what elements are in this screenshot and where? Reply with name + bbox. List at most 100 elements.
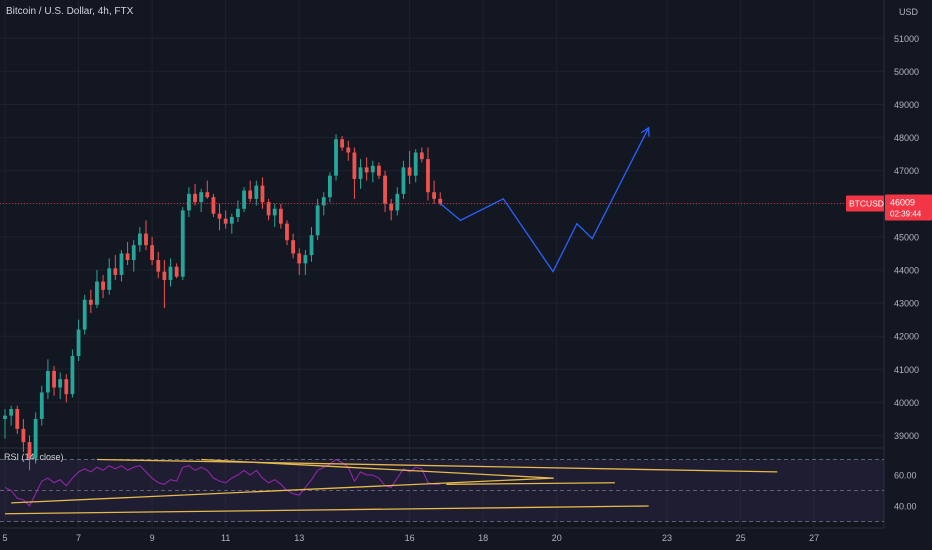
candle-body <box>389 203 394 211</box>
candle-body <box>186 193 191 211</box>
candle-body <box>174 266 179 277</box>
candle-up <box>236 200 240 223</box>
candle-up <box>58 372 63 400</box>
candle-body <box>229 217 234 224</box>
candle-body <box>395 193 400 211</box>
candle-body <box>254 185 259 199</box>
candle-down <box>88 289 93 314</box>
candle-down <box>438 192 443 206</box>
time-axis-tick: 9 <box>150 533 155 543</box>
candle-down <box>377 162 381 179</box>
candle-up <box>413 149 418 183</box>
candle-body <box>334 139 338 176</box>
time-axis-tick: 18 <box>478 533 488 543</box>
candle-down <box>297 248 302 275</box>
candle-body <box>370 165 375 173</box>
candle-body <box>327 175 332 198</box>
candle-body <box>39 392 44 419</box>
symbol-badge <box>846 195 884 212</box>
price-axis-tick: 44000 <box>894 266 919 276</box>
candle-body <box>346 147 351 153</box>
candle-up <box>229 213 234 234</box>
candle-up <box>272 203 277 227</box>
projection-line <box>439 127 650 273</box>
candle-body <box>64 379 69 395</box>
price-axis-tick: 41000 <box>894 365 919 375</box>
price-axis[interactable]: 3900040000410004200043000440004500046000… <box>846 0 932 550</box>
candle-down <box>156 251 161 279</box>
candle-body <box>223 218 228 224</box>
candle-up <box>137 226 142 252</box>
candle-up <box>46 359 50 400</box>
projection-path <box>439 126 650 273</box>
candle-body <box>131 245 136 261</box>
candle-up <box>82 294 87 335</box>
candle-up <box>303 250 308 275</box>
candle-body <box>272 208 277 216</box>
candle-up <box>131 240 136 272</box>
candle-down <box>193 183 197 206</box>
candle-body <box>438 198 443 204</box>
candle-body <box>242 190 246 209</box>
candle-down <box>383 170 387 213</box>
candle-down <box>21 418 26 453</box>
candle-up <box>358 159 363 189</box>
price-badge-value: 46009 <box>890 198 915 208</box>
candle-down <box>278 203 283 229</box>
candle-body <box>144 233 148 246</box>
candle-up <box>334 134 338 181</box>
candle-body <box>352 152 357 179</box>
candle-body <box>193 193 197 203</box>
candle-body <box>401 167 406 194</box>
time-axis-tick: 16 <box>405 533 415 543</box>
candle-up <box>254 180 259 206</box>
time-axis-tick: 11 <box>221 533 230 543</box>
candle-up <box>9 405 14 426</box>
candle-body <box>419 152 424 160</box>
candle-body <box>297 253 302 264</box>
candle-down <box>144 220 148 251</box>
candle-down <box>223 210 228 229</box>
symbol-badge-text: BTCUSD <box>849 199 884 209</box>
candle-body <box>413 152 418 176</box>
rsi-axis-tick: 60.00 <box>894 471 917 481</box>
time-axis[interactable]: 5 7 9 11 13 16 18 20 23 25 27 <box>0 529 932 550</box>
price-axis-tick: 48000 <box>894 133 919 143</box>
candle-down <box>426 147 430 201</box>
candle-body <box>199 192 204 203</box>
candle-body <box>95 281 99 305</box>
candle-down <box>211 193 216 218</box>
candle-down <box>27 435 32 471</box>
candle-down <box>291 233 296 259</box>
candle-body <box>432 192 437 199</box>
candle-body <box>407 167 412 176</box>
candle-up <box>3 409 7 439</box>
rsi-indicator-label[interactable]: RSI (14, close) <box>4 452 64 462</box>
candle-body <box>58 379 63 388</box>
candle-body <box>101 281 105 290</box>
candle-body <box>315 205 320 236</box>
price-axis-tick: 39000 <box>894 431 919 441</box>
candle-body <box>119 253 124 275</box>
rsi-trendline <box>446 482 615 485</box>
candle-down <box>260 177 265 209</box>
candle-body <box>156 260 161 272</box>
candle-up <box>119 250 124 282</box>
candle-up <box>242 187 246 213</box>
candle-up <box>309 226 314 262</box>
candle-body <box>303 255 308 264</box>
candle-body <box>211 197 216 214</box>
candle-down <box>407 150 412 184</box>
candle-up <box>39 385 44 426</box>
rsi-pane <box>0 458 884 522</box>
candle-body <box>27 442 32 459</box>
candle-body <box>15 409 20 429</box>
candle-down <box>113 255 118 280</box>
candle-down <box>205 180 210 199</box>
candle-up <box>321 192 326 216</box>
candle-body <box>137 233 142 246</box>
symbol-title[interactable]: Bitcoin / U.S. Dollar, 4h, FTX <box>6 6 134 17</box>
